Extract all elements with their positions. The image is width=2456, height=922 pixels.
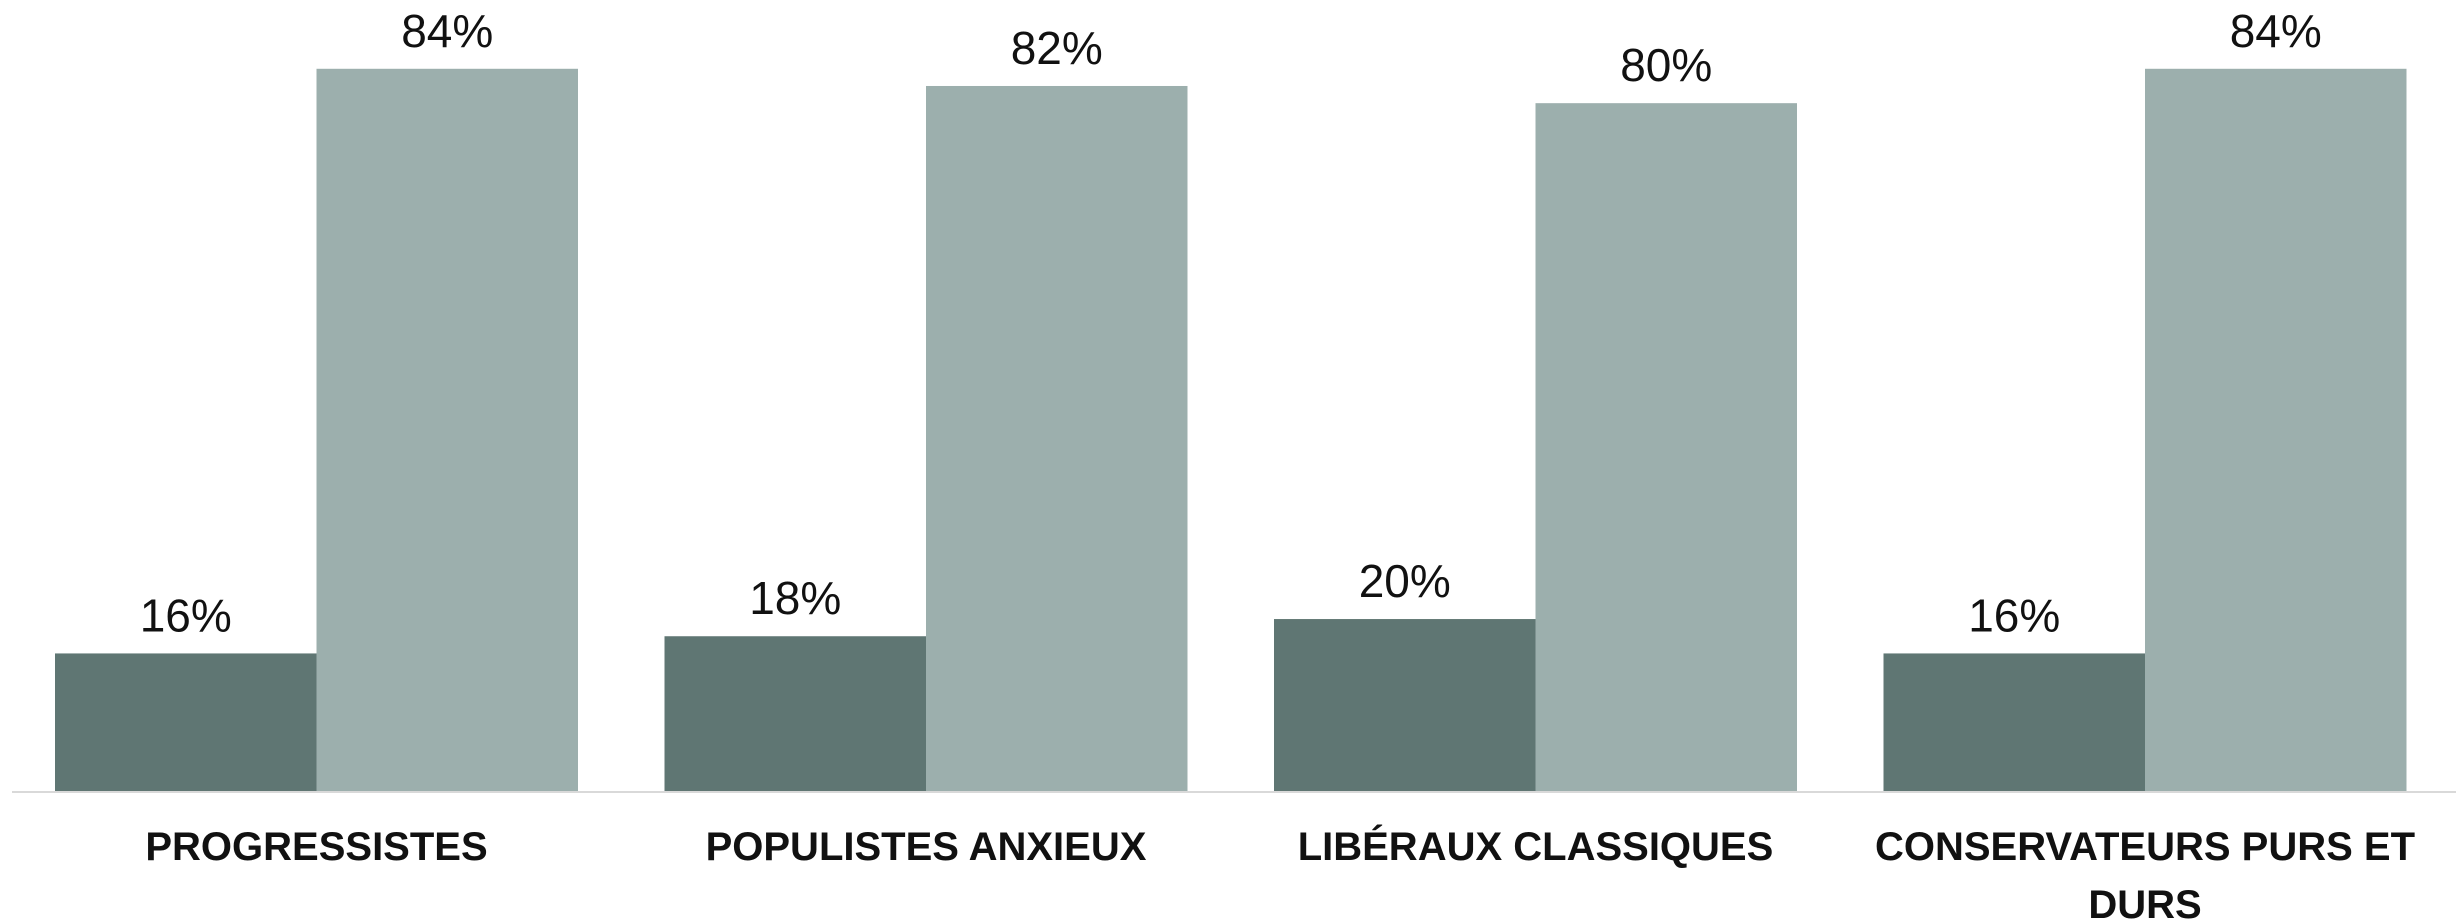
x-tick-label: LIBÉRAUX CLASSIQUES bbox=[1297, 825, 1774, 869]
x-tick-label: PROGRESSISTES bbox=[145, 825, 488, 869]
bar bbox=[55, 653, 317, 791]
value-label: 16% bbox=[1968, 589, 2060, 641]
value-label: 18% bbox=[749, 572, 841, 624]
x-tick-label: POPULISTES ANXIEUX bbox=[705, 825, 1147, 869]
value-label: 84% bbox=[401, 5, 493, 57]
bar bbox=[1535, 103, 1797, 792]
x-tick-label: CONSERVATEURS PURS ET DURS bbox=[1874, 825, 2416, 922]
value-label: 16% bbox=[140, 589, 232, 641]
bar bbox=[316, 68, 578, 792]
value-label: 82% bbox=[1011, 22, 1103, 74]
bar bbox=[1274, 619, 1536, 791]
bar bbox=[2145, 68, 2407, 792]
bar bbox=[1883, 653, 2145, 791]
value-label: 20% bbox=[1359, 555, 1451, 607]
bar bbox=[926, 85, 1188, 791]
value-label: 80% bbox=[1620, 39, 1712, 91]
bar bbox=[664, 636, 926, 791]
value-label: 84% bbox=[2230, 5, 2322, 57]
